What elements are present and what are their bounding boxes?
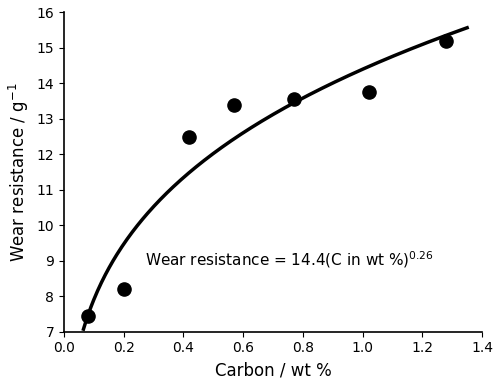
Point <box>230 102 238 108</box>
X-axis label: Carbon / wt %: Carbon / wt % <box>214 361 332 379</box>
Point <box>364 89 372 95</box>
Y-axis label: Wear resistance / g$^{-1}$: Wear resistance / g$^{-1}$ <box>7 82 31 262</box>
Point <box>84 313 92 319</box>
Point <box>442 38 450 44</box>
Text: Wear resistance = 14.4(C in wt %)$^{0.26}$: Wear resistance = 14.4(C in wt %)$^{0.26… <box>144 249 433 270</box>
Point <box>186 134 194 140</box>
Point <box>120 286 128 292</box>
Point <box>290 96 298 102</box>
